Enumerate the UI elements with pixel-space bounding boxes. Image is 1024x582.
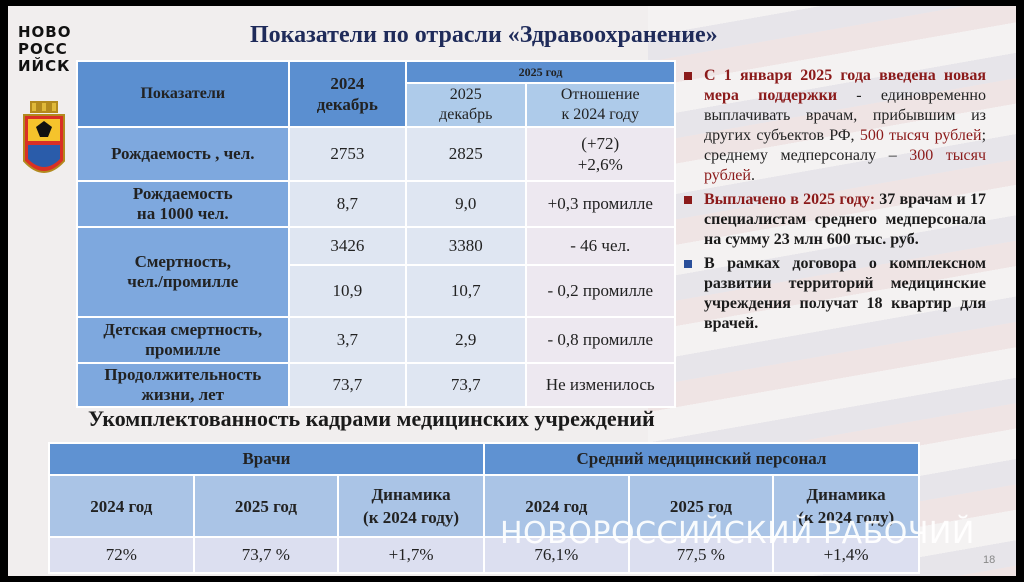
row-label-line1: Продолжительность xyxy=(104,365,262,384)
group-nurses: Средний медицинский персонал xyxy=(482,442,921,476)
row-label: Рождаемость на 1000 чел. xyxy=(76,180,290,228)
bullet-1-text-end: . xyxy=(750,167,755,184)
value-2025: 73,7 xyxy=(405,362,527,408)
value-2024: 3426 xyxy=(287,226,408,266)
value-2024: 8,7 xyxy=(287,180,408,228)
value-2024: 73,7 xyxy=(287,362,408,408)
value-2024: 2753 xyxy=(287,126,408,182)
list-item: В рамках договора о комплексном развитии… xyxy=(680,254,986,334)
square-bullet-icon xyxy=(684,72,692,80)
value-change: (+72) +2,6% xyxy=(524,126,677,182)
list-item: Выплачено в 2025 году: 37 врачам и 17 сп… xyxy=(680,190,986,250)
presentation-slide: НОВО РОСС ИЙСК Показатели по отрасли «Зд… xyxy=(8,6,1016,576)
slide-title: Показатели по отрасли «Здравоохранение» xyxy=(250,22,718,48)
row-label: Смертность, чел./промилле xyxy=(76,226,290,318)
header-change-line2: к 2024 году xyxy=(561,106,640,123)
staffing-subtitle: Укомплектованность кадрами медицинских у… xyxy=(88,406,655,431)
row-label-line1: Рождаемость xyxy=(132,184,233,203)
header-indicators: Показатели xyxy=(76,60,290,128)
newspaper-watermark: НОВОРОССИЙСКИЙ РАБОЧИЙ xyxy=(500,516,975,551)
header-2025: 2025 декабрь xyxy=(405,82,527,128)
table-row: Рождаемость , чел. 2753 2825 (+72) +2,6% xyxy=(76,126,677,182)
value-2025: 2825 xyxy=(405,126,527,182)
header-2025-group-label: 2025 год xyxy=(518,64,563,79)
healthcare-indicators-table: Показатели 2024 декабрь 2025 год 2025 де… xyxy=(76,60,677,408)
header-change-line1: Отношение xyxy=(560,86,640,103)
row-label-line1: Смертность, xyxy=(134,252,231,271)
header-2024-year: 2024 xyxy=(330,74,365,93)
square-bullet-icon xyxy=(684,196,692,204)
table-row: Продолжительность жизни, лет 73,7 73,7 Н… xyxy=(76,362,677,408)
header-indicators-label: Показатели xyxy=(140,85,226,102)
value-2024: 10,9 xyxy=(287,264,408,318)
value-2025: 2,9 xyxy=(405,316,527,364)
bullet-2-highlight: Выплачено в 2025 году: xyxy=(704,191,876,208)
logo-line-1: НОВО xyxy=(18,23,72,41)
change-line1: (+72) xyxy=(581,134,620,153)
value-change: - 46 чел. xyxy=(524,226,677,266)
header-2024: 2024 декабрь xyxy=(287,60,408,128)
value-change: Не изменилось xyxy=(524,362,677,408)
header-doctors-2024: 2024 год xyxy=(48,474,195,538)
header-dynamics-line1: Динамика xyxy=(806,485,886,504)
table-row: 10,9 10,7 - 0,2 промилле xyxy=(77,264,677,318)
header-2025-group: 2025 год xyxy=(405,60,676,84)
table-row: Смертность, чел./промилле 3426 3380 - 46… xyxy=(76,226,677,318)
header-2025-year: 2025 xyxy=(449,86,482,103)
row-label-line2: жизни, лет xyxy=(141,385,225,404)
header-nurses-2025: 2025 год xyxy=(627,474,775,538)
row-label: Детская смертность, промилле xyxy=(76,316,290,364)
logo-line-2: РОСС xyxy=(18,40,68,58)
doctors-2025-value: 73,7 % xyxy=(192,536,340,574)
bullet-1-highlight: С 1 января 2025 года введена новая мера … xyxy=(704,67,986,104)
support-measures-list: С 1 января 2025 года введена новая мера … xyxy=(680,66,986,338)
header-2024-month: декабрь xyxy=(316,95,378,114)
square-bullet-icon xyxy=(684,260,692,268)
nurses-2024-value: 76,1% xyxy=(482,536,630,574)
header-dynamics-line2: (к 2024 году) xyxy=(798,508,895,527)
header-nurses-dynamics: Динамика (к 2024 году) xyxy=(772,474,920,538)
header-nurses-2024: 2024 год xyxy=(482,474,630,538)
row-label: Продолжительность жизни, лет xyxy=(76,362,290,408)
bullet-2-text: 37 врачам и 17 специалистам среднего мед… xyxy=(704,191,986,248)
value-2025: 9,0 xyxy=(405,180,527,228)
value-2025: 10,7 xyxy=(405,264,527,318)
row-label-line2: чел./промилле xyxy=(127,272,239,291)
row-label: Рождаемость , чел. xyxy=(76,126,290,182)
table-row: Рождаемость на 1000 чел. 8,7 9,0 +0,3 пр… xyxy=(76,180,677,228)
value-change: - 0,2 промилле xyxy=(524,264,677,318)
value-change: - 0,8 промилле xyxy=(524,316,677,364)
header-doctors-2025: 2025 год xyxy=(192,474,340,538)
city-logo: НОВО РОСС ИЙСК xyxy=(18,24,78,75)
doctors-dynamics-value: +1,7% xyxy=(337,536,485,574)
header-change: Отношение к 2024 году xyxy=(524,82,677,128)
coat-of-arms-icon xyxy=(23,101,65,173)
row-label-line1: Детская смертность, xyxy=(103,320,263,339)
change-line2: +2,6% xyxy=(577,155,623,174)
bullet-1-amount-doctors: 500 тысяч рублей xyxy=(859,127,982,144)
header-dynamics-line1: Динамика xyxy=(371,485,451,504)
bullet-1-text: - единовременно выплачивать врачам, приб… xyxy=(704,87,986,144)
group-doctors: Врачи xyxy=(48,442,485,476)
header-dynamics-line2: (к 2024 году) xyxy=(363,508,460,527)
page-number: 18 xyxy=(983,554,996,566)
row-label-line2: промилле xyxy=(145,340,221,359)
table-row: Детская смертность, промилле 3,7 2,9 - 0… xyxy=(76,316,677,364)
header-2025-month: декабрь xyxy=(439,106,493,123)
row-label-line2: на 1000 чел. xyxy=(136,204,229,223)
table-row: 72% 73,7 % +1,7% 76,1% 77,5 % +1,4% xyxy=(48,536,920,574)
nurses-2025-value: 77,5 % xyxy=(627,536,775,574)
list-item: С 1 января 2025 года введена новая мера … xyxy=(680,66,986,186)
nurses-dynamics-value: +1,4% xyxy=(772,536,920,574)
doctors-2024-value: 72% xyxy=(48,536,195,574)
bullet-1-amount-nurses: 300 тысяч рублей xyxy=(704,147,986,184)
header-doctors-dynamics: Динамика (к 2024 году) xyxy=(337,474,485,538)
logo-line-3: ИЙСК xyxy=(18,57,71,75)
value-2025: 3380 xyxy=(405,226,527,266)
value-change: +0,3 промилле xyxy=(524,180,677,228)
bullet-1-text-mid: ; среднему медперсоналу – xyxy=(704,127,987,164)
value-2024: 3,7 xyxy=(287,316,408,364)
bullet-3-text: В рамках договора о комплексном развитии… xyxy=(704,255,986,332)
staffing-table: Врачи Средний медицинский персонал 2024 … xyxy=(48,442,921,574)
